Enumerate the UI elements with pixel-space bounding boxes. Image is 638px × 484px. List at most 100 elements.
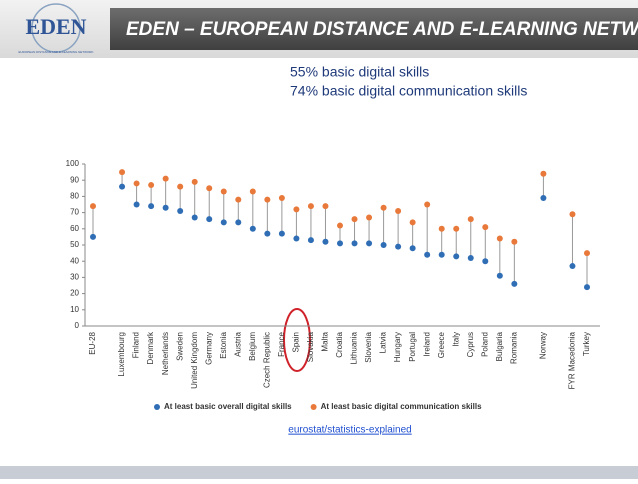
dot [424,251,431,258]
dot [307,203,314,210]
dot [584,284,590,291]
y-tick-label: 40 [70,256,79,265]
x-tick-label: United Kingdom [190,332,199,389]
dot [395,207,402,214]
y-tick-label: 20 [70,289,79,298]
dot [293,206,300,213]
x-tick-label: Slovakia [306,331,315,362]
dot [322,238,329,245]
dot [409,219,416,226]
y-tick-label: 0 [75,321,80,330]
dot [90,203,96,210]
y-tick-label: 50 [70,240,79,249]
legend-marker [310,404,317,410]
x-tick-label: Greece [437,331,446,358]
dot [90,233,96,240]
dot [249,225,256,232]
x-tick-label: Sweden [175,332,184,361]
note: 74% basic digital communication skills [290,83,527,99]
dot [496,235,503,242]
dot [235,196,242,203]
dot [235,219,242,226]
x-tick-label: Hungary [393,332,402,362]
x-tick-label: Finland [132,332,141,358]
x-tick-label: Romania [509,331,518,364]
x-tick-label: Estonia [219,331,228,358]
dot [337,240,343,247]
dot [482,258,489,265]
dot [162,204,169,211]
dot [307,237,314,244]
x-tick-label: Malta [321,331,330,351]
dot [366,214,373,221]
dot [511,280,518,287]
y-tick-label: 10 [70,305,79,314]
x-tick-label: Ireland [422,332,431,356]
dot [119,183,126,190]
x-tick-label: Denmark [146,331,155,364]
x-tick-label: Spain [292,332,301,352]
x-tick-label: Turkey [582,332,591,356]
dot [191,214,198,221]
dot [206,216,213,223]
x-tick-label: Croatia [335,331,344,357]
dot [424,201,431,208]
header-banner [110,8,638,50]
dot [206,185,213,192]
dot [438,225,445,232]
dot [264,196,271,203]
x-tick-label: Netherlands [161,332,170,375]
dot [322,203,329,210]
x-tick-label: Belgium [248,332,257,361]
y-tick-label: 30 [70,273,79,282]
header-title: EDEN – EUROPEAN DISTANCE AND E-LEARNING … [126,19,638,40]
dot [351,216,358,223]
dot [177,207,184,214]
dot [148,182,155,189]
x-tick-label: Austria [233,331,242,356]
dot [569,211,576,218]
legend-marker [154,404,160,410]
y-tick-label: 70 [70,208,79,217]
dot [293,235,300,242]
x-tick-label: Luxembourg [117,332,126,376]
y-tick-label: 100 [66,159,80,168]
x-tick-label: Portugal [408,332,417,362]
dot [162,175,169,182]
x-tick-label: Czech Republic [262,332,271,388]
dot [220,219,227,226]
x-tick-label: Slovenia [364,331,373,362]
dot [133,201,140,208]
dot [496,272,503,279]
x-tick-label: FYR Macedonia [568,331,577,389]
dot [380,204,387,211]
logo: EDEN [25,14,86,39]
legend-label: At least basic digital communication ski… [321,402,482,411]
logo-globe [31,3,81,53]
dot [482,224,489,231]
dot [264,230,271,237]
dot [351,240,358,247]
dot [278,195,285,202]
dot [119,169,126,176]
dot [249,188,256,195]
dot [395,243,402,250]
dot [191,178,198,185]
dot [569,263,576,270]
x-tick-label: Bulgaria [495,331,504,361]
dot [337,222,343,229]
footer-strip [0,466,638,479]
dot [453,225,460,232]
dot [366,240,373,247]
logo-subtitle: EUROPEAN DISTANCE AND E-LEARNING NETWORK [19,50,94,54]
dot [278,230,285,237]
x-tick-label: Norway [539,332,548,359]
note: 55% basic digital skills [290,64,429,80]
source-link[interactable]: eurostat/statistics-explained [288,425,411,436]
highlight-ellipse [283,308,311,372]
dot [133,180,140,187]
dot [540,195,547,202]
dot [220,188,227,195]
dot [467,254,474,261]
